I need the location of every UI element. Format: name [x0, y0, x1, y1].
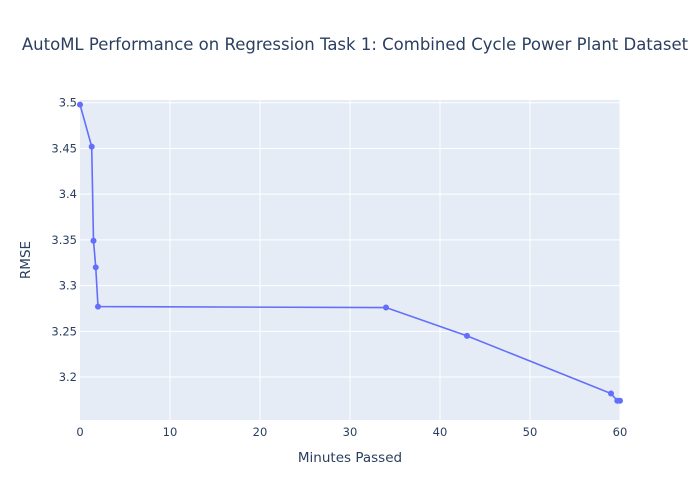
- data-point[interactable]: [95, 303, 101, 310]
- y-tick-label: 3.5: [59, 96, 77, 110]
- x-tick-label: 50: [523, 425, 538, 439]
- x-tick-label: 40: [433, 425, 448, 439]
- y-axis-ticks: 3.2 3.25 3.3 3.35 3.4 3.45 3.5: [51, 96, 77, 384]
- y-tick-label: 3.25: [51, 324, 77, 338]
- y-tick-label: 3.4: [59, 187, 77, 201]
- data-point[interactable]: [617, 397, 623, 404]
- x-tick-label: 0: [76, 425, 83, 439]
- series-line: [79, 104, 620, 402]
- x-axis-title: Minutes Passed: [298, 450, 402, 466]
- data-point[interactable]: [88, 143, 95, 150]
- data-point[interactable]: [92, 264, 99, 271]
- y-tick-label: 3.2: [59, 370, 77, 384]
- data-point[interactable]: [383, 304, 389, 311]
- x-tick-label: 20: [253, 425, 268, 439]
- x-axis-ticks: 0 10 20 30 40 50 60: [76, 425, 627, 439]
- data-point[interactable]: [464, 332, 470, 339]
- series-layer: [77, 101, 623, 404]
- chart-title: AutoML Performance on Regression Task 1:…: [22, 35, 689, 54]
- grid: [80, 100, 621, 420]
- y-tick-label: 3.45: [51, 141, 77, 155]
- data-point[interactable]: [90, 237, 97, 244]
- y-tick-label: 3.35: [51, 233, 77, 247]
- x-tick-label: 60: [613, 425, 628, 439]
- data-point[interactable]: [77, 101, 83, 108]
- data-point[interactable]: [608, 390, 614, 397]
- x-tick-label: 10: [163, 425, 178, 439]
- x-tick-label: 30: [343, 425, 358, 439]
- y-tick-label: 3.3: [59, 279, 77, 293]
- y-axis-title: RMSE: [18, 241, 34, 279]
